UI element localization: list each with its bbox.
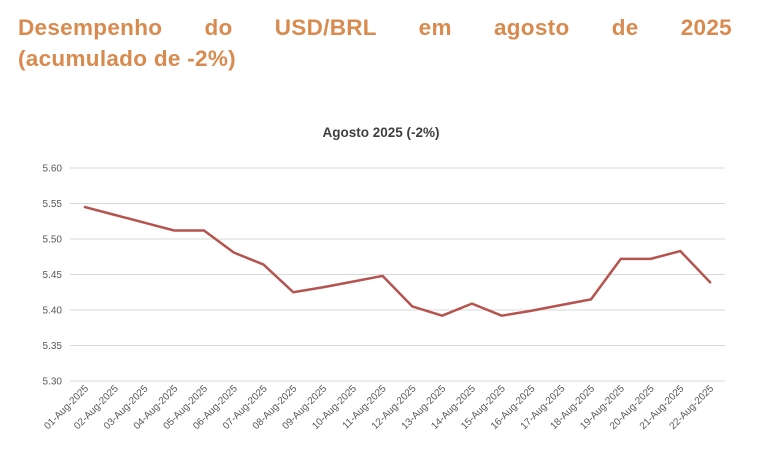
headline-line-1: Desempenho do USD/BRL em agosto de 2025 [18, 15, 732, 40]
y-tick-label: 5.40 [43, 306, 63, 317]
series-line [83, 205, 712, 317]
x-axis-ticks: 01-Aug-202502-Aug-202503-Aug-202504-Aug-… [42, 383, 716, 432]
grid-lines [70, 167, 725, 382]
chart-title: Agosto 2025 (-2%) [322, 125, 439, 140]
headline: Desempenho do USD/BRL em agosto de 2025 … [18, 12, 732, 74]
y-tick-label: 5.35 [43, 341, 63, 352]
y-tick-label: 5.60 [43, 164, 63, 175]
y-tick-label: 5.55 [43, 199, 63, 210]
y-axis-ticks: 5.30 5.35 5.40 5.45 5.50 5.55 5.60 [43, 164, 63, 388]
y-tick-label: 5.45 [43, 270, 63, 281]
y-tick-label: 5.50 [43, 235, 63, 246]
y-tick-label: 5.30 [43, 377, 63, 388]
series-layer [83, 205, 712, 317]
headline-line-2: (acumulado de -2%) [18, 46, 236, 71]
